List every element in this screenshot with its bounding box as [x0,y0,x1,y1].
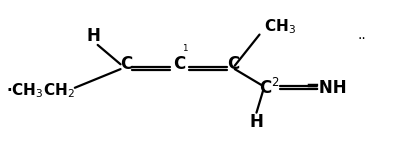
Text: C: C [120,55,133,73]
Text: H: H [250,113,264,131]
Text: CH$_3$: CH$_3$ [265,17,297,36]
Text: $^1$: $^1$ [182,45,189,58]
Text: ·CH$_3$CH$_2$: ·CH$_3$CH$_2$ [6,81,75,100]
Text: =NH: =NH [305,79,347,97]
Text: C$^2$: C$^2$ [259,78,280,98]
Text: C: C [227,55,239,73]
Text: H: H [87,27,101,45]
Text: C: C [174,55,186,73]
Text: ··: ·· [358,32,367,46]
